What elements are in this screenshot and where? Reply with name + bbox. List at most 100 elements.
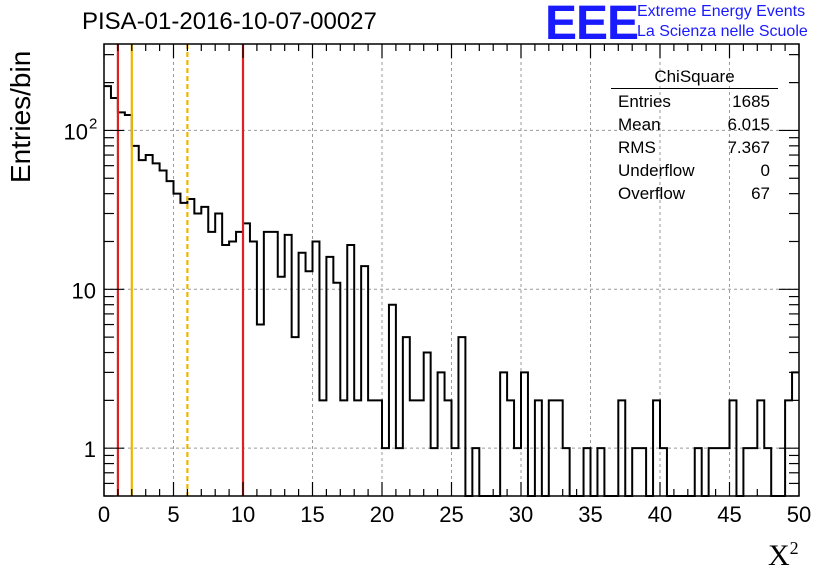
histogram-bin xyxy=(347,245,354,496)
histogram-bin xyxy=(563,448,570,496)
histogram-bin xyxy=(396,448,403,496)
histogram-bin xyxy=(521,372,528,496)
histogram-bin xyxy=(507,400,514,496)
x-tick-label: 40 xyxy=(648,502,672,527)
histogram-bin xyxy=(215,214,222,496)
histogram-bin xyxy=(660,448,667,496)
histogram-bin xyxy=(743,448,750,496)
histogram-bin xyxy=(299,253,306,496)
logo-line-2: La Scienza nelle Scuole xyxy=(637,23,808,40)
histogram-bin xyxy=(723,448,730,496)
histogram-bin xyxy=(639,448,646,496)
y-tick-label: 10 xyxy=(72,278,96,303)
x-tick-label: 15 xyxy=(300,502,324,527)
grid xyxy=(104,44,799,496)
histogram-bin xyxy=(514,448,521,496)
stats-label: Underflow xyxy=(618,161,695,180)
histogram-bin xyxy=(584,448,591,496)
histogram-bin xyxy=(549,400,556,496)
stats-value: 0 xyxy=(760,161,770,180)
histogram-bin xyxy=(695,448,702,496)
stats-row-overflow: Overflow 67 xyxy=(611,182,778,205)
histogram-bin xyxy=(368,400,375,496)
histogram-bin xyxy=(535,400,542,496)
histogram-bin xyxy=(709,448,716,496)
x-tick-labels: 0 5 10 15 20 25 30 35 40 45 50 xyxy=(98,502,811,527)
histogram-bin xyxy=(201,207,208,496)
histogram-bin xyxy=(472,448,479,496)
y-tick-label: 10 xyxy=(64,119,88,144)
histogram-bin xyxy=(597,448,604,496)
y-tick-label: 1 xyxy=(84,437,96,462)
histogram-bin xyxy=(208,232,215,496)
stats-row-entries: Entries 1685 xyxy=(611,90,778,113)
histogram-bin xyxy=(187,199,194,496)
histogram-bin xyxy=(632,448,639,496)
histogram-bin xyxy=(153,163,160,496)
histogram-bin xyxy=(417,400,424,496)
histogram-bin xyxy=(764,448,771,496)
stats-title: ChiSquare xyxy=(654,67,735,86)
chart-title: PISA-01-2016-10-07-00027 xyxy=(82,8,377,35)
histogram-bin xyxy=(326,257,333,496)
histogram-bin xyxy=(403,337,410,496)
histogram-bin xyxy=(757,400,764,496)
histogram-bin xyxy=(354,400,361,496)
histogram-bin xyxy=(139,160,146,496)
y-tick-label-exponent: 2 xyxy=(89,115,97,132)
x-tick-label: 25 xyxy=(439,502,463,527)
stats-row-mean: Mean 6.015 xyxy=(611,113,778,136)
histogram-bin xyxy=(792,372,799,496)
histogram-bin xyxy=(438,372,445,496)
histogram-bin xyxy=(716,448,723,496)
stats-value: 67 xyxy=(751,184,770,203)
histogram-bars xyxy=(104,85,799,497)
logo-line-1: Extreme Energy Events xyxy=(637,3,806,20)
histogram-bin xyxy=(306,271,313,496)
x-tick-label: 30 xyxy=(509,502,533,527)
histogram-bin xyxy=(375,400,382,496)
histogram-bin xyxy=(194,214,201,496)
histogram-bin xyxy=(104,86,111,496)
vertical-lines xyxy=(116,44,245,496)
y-axis-label: Entries/bin xyxy=(5,50,36,183)
histogram-bin xyxy=(160,170,167,496)
histogram-bin xyxy=(618,400,625,496)
histogram-bin xyxy=(361,266,368,496)
histogram-bin xyxy=(431,448,438,496)
stats-row-rms: RMS 7.367 xyxy=(611,136,778,159)
x-tick-label: 50 xyxy=(787,502,811,527)
histogram-bin xyxy=(174,194,181,496)
histogram-bin xyxy=(257,325,264,496)
histogram-bin xyxy=(750,448,757,496)
stats-value: 1685 xyxy=(732,92,770,111)
x-tick-label: 35 xyxy=(578,502,602,527)
histogram-bin xyxy=(292,337,299,496)
histogram-bin xyxy=(167,181,174,496)
x-tick-label: 20 xyxy=(370,502,394,527)
histogram-bin xyxy=(445,400,452,496)
histogram-bin xyxy=(313,241,320,496)
stats-value: 6.015 xyxy=(727,115,770,134)
histogram-bin xyxy=(556,400,563,496)
x-axis-label: X2 xyxy=(768,538,799,573)
histogram-bin xyxy=(653,400,660,496)
x-axis-label-base: X xyxy=(768,539,790,572)
histogram-bin xyxy=(229,241,236,496)
stats-label: Entries xyxy=(618,92,671,111)
stats-divider xyxy=(611,88,778,89)
x-axis-label-superscript: 2 xyxy=(789,538,799,558)
stats-value: 7.367 xyxy=(727,138,770,157)
histogram-bin xyxy=(340,400,347,496)
histogram-bin xyxy=(264,232,271,496)
histogram-bin xyxy=(271,232,278,496)
histogram-bin xyxy=(319,400,326,496)
histogram-bin xyxy=(250,241,257,496)
histogram-bin xyxy=(382,448,389,496)
stats-label: Mean xyxy=(618,115,661,134)
histogram-outline xyxy=(104,85,799,497)
x-tick-label: 0 xyxy=(98,502,110,527)
stats-box: ChiSquare Entries 1685 Mean 6.015 RMS 7.367… xyxy=(611,66,778,205)
